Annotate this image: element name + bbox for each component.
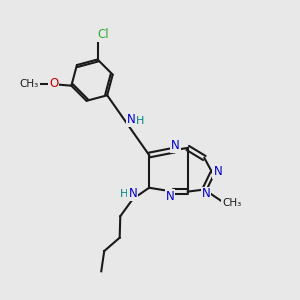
Text: N: N	[166, 190, 174, 202]
Text: N: N	[213, 165, 222, 178]
Text: Cl: Cl	[97, 28, 109, 41]
Text: N: N	[128, 187, 137, 200]
Text: H: H	[120, 189, 129, 199]
Text: N: N	[171, 139, 180, 152]
Text: CH₃: CH₃	[222, 198, 242, 208]
Text: O: O	[49, 77, 58, 90]
Text: CH₃: CH₃	[20, 79, 39, 89]
Text: N: N	[127, 113, 136, 126]
Text: H: H	[136, 116, 144, 126]
Text: N: N	[202, 188, 210, 200]
